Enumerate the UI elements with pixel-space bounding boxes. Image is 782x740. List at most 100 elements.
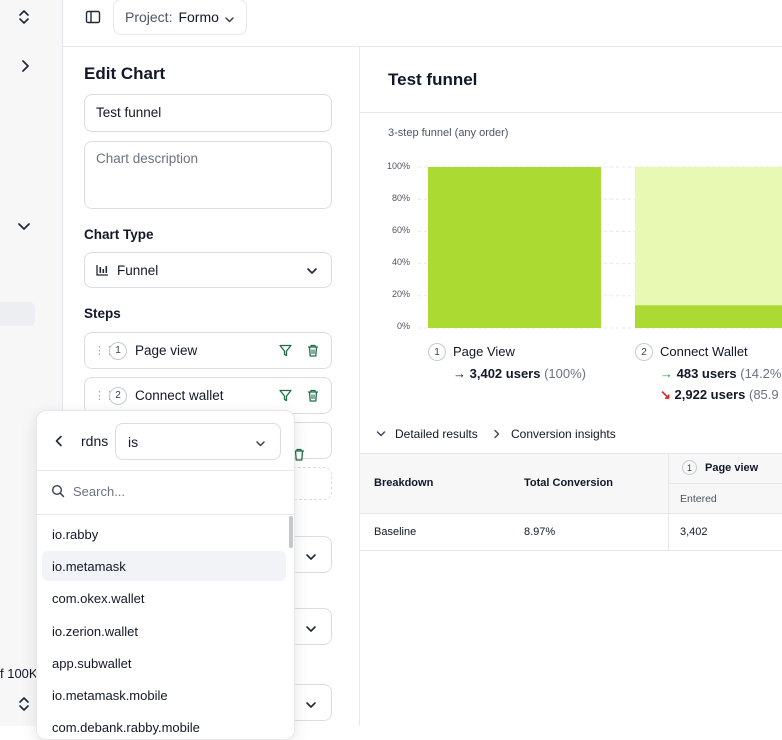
option-item[interactable]: io.zerion.wallet xyxy=(52,623,138,639)
step-number: 1 xyxy=(109,341,127,360)
option-item-highlighted[interactable]: io.metamask xyxy=(42,551,286,581)
dropped-count: 2,922 users xyxy=(674,387,746,402)
chart-preview-panel: Test funnel 3-step funnel (any order) 10… xyxy=(360,47,782,726)
operator-select[interactable]: is xyxy=(115,423,281,460)
option-item[interactable]: com.okex.wallet xyxy=(52,590,145,606)
chevron-right-icon xyxy=(494,429,500,439)
step-row[interactable]: ⋮⋮ 1 Page view xyxy=(84,332,332,369)
drag-handle-icon[interactable]: ⋮⋮ xyxy=(94,345,115,357)
converted-stat: → 483 users (14.2%) xyxy=(660,366,782,381)
chevron-down-icon xyxy=(224,12,235,23)
trash-icon[interactable] xyxy=(307,344,319,357)
chart-title: Test funnel xyxy=(388,70,478,89)
rail-active-item[interactable] xyxy=(0,302,35,326)
converted-pct: (100%) xyxy=(544,366,587,381)
col-header-step: Page view xyxy=(705,462,759,474)
divider xyxy=(360,112,782,113)
step-number: 2 xyxy=(109,386,127,405)
chart-description-field[interactable]: Chart description xyxy=(84,141,332,209)
expand-collapse-icon[interactable] xyxy=(16,9,32,27)
chevron-down-icon xyxy=(306,702,316,708)
y-tick-label: 100% xyxy=(386,161,410,171)
trash-icon[interactable] xyxy=(307,389,319,402)
y-tick-label: 80% xyxy=(391,193,410,203)
top-bar: Project: Formo xyxy=(63,0,782,47)
option-item[interactable]: io.metamask.mobile xyxy=(52,687,168,703)
search-icon xyxy=(51,484,65,498)
cell-breakdown: Baseline xyxy=(374,526,417,538)
bar-converted[interactable] xyxy=(428,167,601,328)
y-tick-label: 60% xyxy=(391,225,410,235)
tab-label: Detailed results xyxy=(395,427,478,441)
funnel-chart xyxy=(418,166,782,329)
y-tick-label: 20% xyxy=(391,289,410,299)
bar-dropped[interactable] xyxy=(635,167,782,306)
chevron-down-icon xyxy=(256,441,265,447)
converted-pct: (14.2%) xyxy=(740,366,782,381)
description-placeholder: Chart description xyxy=(96,151,199,166)
panel-title: Edit Chart xyxy=(84,64,166,83)
step-name: Connect wallet xyxy=(135,388,224,403)
filter-icon[interactable] xyxy=(279,389,292,402)
bar-converted[interactable] xyxy=(635,305,782,328)
divider xyxy=(37,470,294,471)
chevron-left-icon[interactable] xyxy=(52,434,66,448)
project-select[interactable]: Project: Formo xyxy=(113,0,247,35)
left-rail: f 100K xyxy=(0,0,63,726)
option-item[interactable]: io.rabby xyxy=(52,526,99,542)
column-divider xyxy=(668,453,669,551)
tab-label: Conversion insights xyxy=(511,427,616,441)
down-right-arrow-icon: ↘ xyxy=(660,387,671,402)
option-item[interactable]: app.subwallet xyxy=(52,655,132,671)
chevron-right-icon[interactable] xyxy=(17,59,33,75)
scrollbar-thumb[interactable] xyxy=(289,516,293,548)
bar-chart-icon xyxy=(96,264,109,276)
project-label: Project: xyxy=(125,9,173,25)
chart-type-select[interactable]: Funnel xyxy=(84,252,332,288)
chevron-down-icon xyxy=(306,554,316,560)
converted-count: 483 users xyxy=(676,366,737,381)
table-row[interactable]: Baseline 8.97% 3,402 xyxy=(360,514,782,551)
steps-heading: Steps xyxy=(84,306,121,321)
filter-property: rdns xyxy=(81,433,109,449)
rail-axis-label: f 100K xyxy=(0,666,38,681)
chart-name-value: Test funnel xyxy=(96,105,162,120)
cell-entered: 3,402 xyxy=(680,526,708,538)
col-subheader-entered: Entered xyxy=(680,493,717,505)
filter-icon[interactable] xyxy=(279,344,292,357)
chart-name-input[interactable]: Test funnel xyxy=(84,94,332,132)
drag-handle-icon[interactable]: ⋮⋮ xyxy=(94,390,115,402)
converted-count: 3,402 users xyxy=(469,366,541,381)
step-label: Page View xyxy=(453,344,515,359)
cell-total-conversion: 8.97% xyxy=(524,526,556,538)
tab-conversion-insights[interactable]: Conversion insights xyxy=(492,427,616,441)
chart-type-value: Funnel xyxy=(117,262,159,278)
right-arrow-icon: → xyxy=(660,366,673,381)
chevron-down-icon xyxy=(376,431,386,437)
property-filter-popover: rdns is io.rabby io.metamask com.okex.wa… xyxy=(36,410,295,740)
chevron-down-icon xyxy=(306,265,318,277)
chevron-down-icon xyxy=(306,626,316,632)
chevron-down-icon[interactable] xyxy=(16,221,32,235)
divider xyxy=(37,514,294,515)
y-tick-label: 40% xyxy=(391,257,410,267)
step-row[interactable]: ⋮⋮ 2 Connect wallet xyxy=(84,377,332,414)
divider xyxy=(668,483,782,484)
step-number: 1 xyxy=(428,343,446,361)
tab-detailed-results[interactable]: Detailed results xyxy=(376,427,478,441)
operator-value: is xyxy=(128,433,139,450)
right-arrow-icon: → xyxy=(453,366,466,381)
chart-type-heading: Chart Type xyxy=(84,227,154,242)
y-tick-label: 0% xyxy=(396,321,410,331)
expand-collapse-icon[interactable] xyxy=(16,696,32,714)
funnel-subtitle: 3-step funnel (any order) xyxy=(388,127,509,139)
step-label: Connect Wallet xyxy=(660,344,748,359)
option-item[interactable]: com.debank.rabby.mobile xyxy=(52,719,200,735)
converted-stat: → 3,402 users (100%) xyxy=(453,366,586,381)
project-value: Formo xyxy=(178,9,219,25)
dropped-pct: (85.9 xyxy=(749,387,779,402)
step-number: 1 xyxy=(682,460,697,475)
sidebar-toggle-icon[interactable] xyxy=(85,9,103,27)
dropped-stat: ↘ 2,922 users (85.9 xyxy=(660,387,779,403)
search-input[interactable] xyxy=(73,481,273,501)
